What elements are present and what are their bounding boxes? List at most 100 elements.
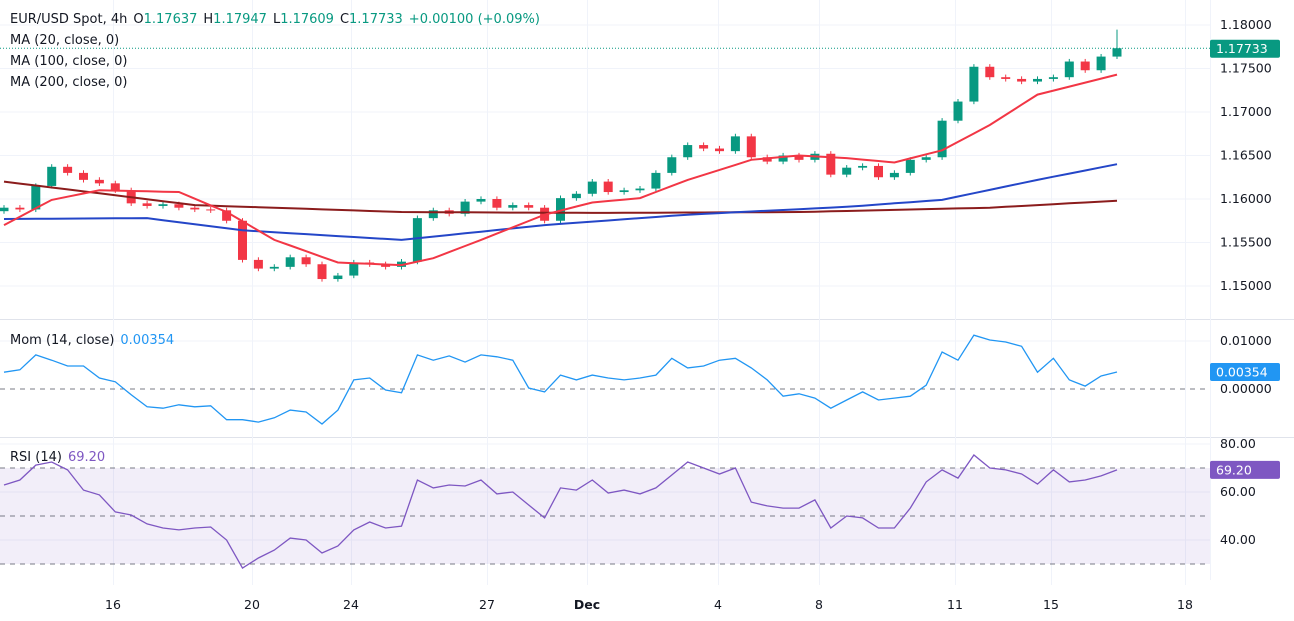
candle-up [651,172,661,189]
candle-up [269,266,279,269]
close-label: C [339,12,350,27]
close-value: 1.17733 [349,12,403,27]
price-tick-label: 1.15000 [1220,278,1272,293]
candle-down [715,148,724,152]
candle-up [937,120,947,158]
candle-down [381,264,391,267]
candle-up [460,201,470,214]
candle-up [412,218,422,262]
candle-down [79,172,88,180]
candle-down [63,166,73,173]
open-label: O [133,12,144,27]
rsi-legend[interactable]: RSI (14) 69.20 [10,450,111,465]
candle-down [985,66,995,78]
candle-up [476,199,486,202]
x-tick-label: 15 [1043,597,1059,612]
candle-up [953,101,963,121]
ma20-legend[interactable]: MA (20, close, 0) [10,33,120,48]
candle-up [858,165,868,168]
candle-down [874,165,883,178]
ma100-legend[interactable]: MA (100, close, 0) [10,54,128,69]
candle-up [667,157,677,173]
candle-up [921,157,931,160]
rsi-band [0,467,1210,565]
open-value: 1.17637 [143,12,198,27]
ma100-line [3,163,1118,241]
candle-up [1033,78,1042,82]
ma20-line [3,73,1118,267]
low-label: L [272,12,281,27]
candle-up [635,188,645,191]
mom-line [3,334,1118,425]
candle-up [428,210,438,219]
rsi-value: 69.20 [67,450,106,465]
price-tick-label: 1.17000 [1220,104,1272,119]
candle-up [31,185,41,210]
candle-down [524,205,534,208]
rsi-value-badge: 69.20 [1216,462,1252,477]
candle-up [556,198,565,221]
candle-down [174,204,184,208]
mom-value-badge: 0.00354 [1216,365,1268,380]
x-tick-label: 18 [1177,597,1193,612]
last-price-badge-bg [1210,39,1280,58]
rsi-tick-label: 40.00 [1220,532,1256,547]
price-axis[interactable]: 16 20 24 27 Dec 4 8 11 15 18 1.18000 1.17500 1.17000… [105,17,1280,612]
rsi-tick-label: 60.00 [1220,484,1256,499]
candle-up [0,207,9,212]
candle-down [1001,77,1011,79]
price-tick-label: 1.18000 [1220,17,1272,32]
candle-down [746,136,756,158]
candle-up [730,136,740,152]
rsi-line [3,454,1118,570]
candle-up [1112,48,1122,57]
candle-up [889,172,899,178]
last-price-badge: 1.17733 [1216,41,1268,56]
candle-up [285,257,295,267]
ma200-legend[interactable]: MA (200, close, 0) [10,75,128,90]
ma200-line [3,180,1118,214]
candle-up [587,181,597,194]
candle-down [762,157,772,162]
change-value: +0.00100 (+0.09%) [408,12,540,27]
candle-up [1096,56,1106,71]
candle-up [349,262,359,276]
candle-down [1017,78,1027,82]
price-tick-label: 1.16000 [1220,191,1272,206]
candle-down [492,199,502,208]
x-tick-label: 27 [479,597,495,612]
x-tick-label: 8 [815,597,823,612]
rsi-tick-label: 80.00 [1220,436,1256,451]
mom-value-badge-bg [1210,363,1280,382]
x-tick-label: 16 [105,597,121,612]
symbol-legend: EUR/USD Spot, 4h O1.17637 H1.17947 L1.17609… [10,12,546,27]
candle-up [683,145,693,158]
mom-tick-label: 0.00000 [1220,381,1272,396]
candle-up [571,193,581,199]
mom-tick-label: 0.01000 [1220,333,1272,348]
x-tick-label: Dec [574,597,600,612]
x-tick-label: 20 [244,597,260,612]
grid [0,0,1294,585]
low-value: 1.17609 [280,12,334,27]
x-tick-label: 4 [714,597,722,612]
price-tick-label: 1.15500 [1220,235,1272,250]
candle-up [905,159,915,173]
candle-down [317,264,327,280]
mom-legend[interactable]: Mom (14, close) 0.00354 [10,333,180,348]
candle-up [842,167,852,175]
candle-down [222,210,232,221]
candle-down [253,259,263,269]
candle-down [238,220,247,260]
candle-down [110,183,120,191]
indicator-lines [0,47,1210,570]
x-tick-label: 24 [343,597,359,612]
candle-down [603,181,613,193]
candle-up [969,66,979,102]
candle-down [206,209,216,211]
candle-up [333,275,343,280]
price-tick-label: 1.17500 [1220,61,1272,76]
candle-down [94,179,104,184]
candle-down [1080,61,1090,71]
